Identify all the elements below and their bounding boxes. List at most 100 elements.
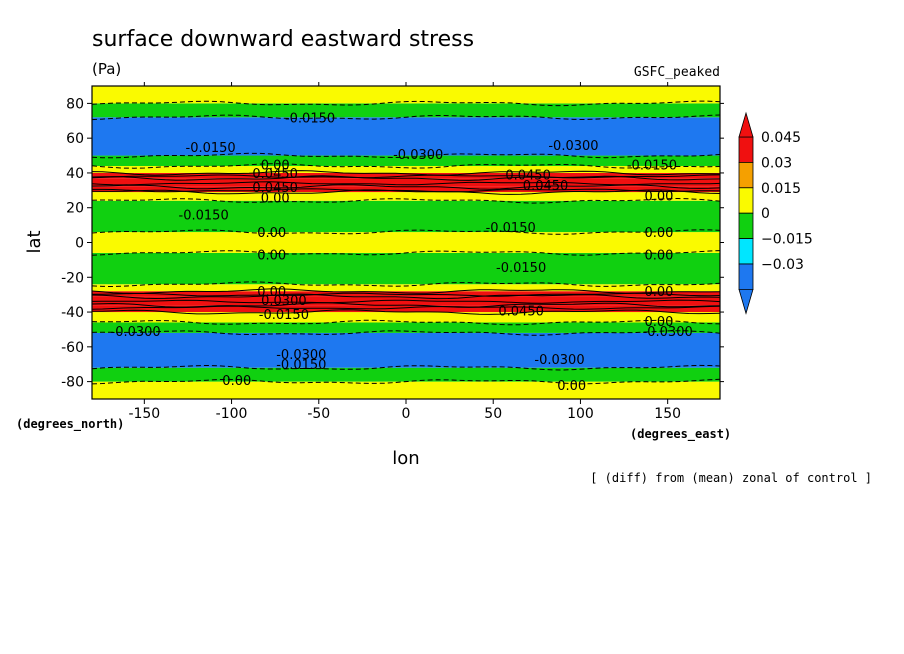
contour-line-8 [92, 281, 720, 288]
chart-title: surface downward eastward stress [92, 27, 474, 52]
jet-contour-4 [92, 181, 720, 186]
contour-label: -0.0150 [496, 261, 546, 276]
y-tick-label: -60 [61, 340, 84, 356]
contour-label: -0.0150 [186, 141, 236, 156]
contour-label: 0.00 [644, 315, 673, 330]
contour-label: 0.0450 [252, 167, 298, 182]
contour-band-5 [92, 305, 720, 313]
contour-label: 0.00 [644, 190, 673, 205]
contour-band-1 [92, 367, 720, 382]
contour-band-11 [92, 200, 720, 233]
plot-area [92, 86, 720, 399]
contour-label: -0.0300 [548, 139, 598, 154]
contour-band-0 [92, 381, 720, 399]
jet-contour-3 [92, 188, 720, 193]
contour-band-17 [92, 155, 720, 166]
contour-line-17 [92, 152, 720, 159]
contour-band-12 [92, 192, 720, 201]
y-tick-label: -20 [61, 270, 84, 286]
contour-line-3 [92, 319, 720, 326]
contour-label: 0.00 [261, 191, 290, 206]
colorbar-tick-label: 0.03 [761, 155, 792, 171]
contour-band-13 [92, 186, 720, 193]
contour-line-16 [92, 163, 720, 169]
colorbar-tick-label: 0.045 [761, 130, 801, 146]
colorbar-swatch-2 [738, 187, 754, 214]
y-tick-label: 40 [66, 166, 84, 182]
contour-band-7 [92, 291, 720, 297]
y-axis-label: lat [24, 230, 45, 253]
x-tick-label: -50 [307, 406, 330, 422]
x-axis-label: lon [392, 448, 419, 469]
contour-label: 0.00 [261, 158, 290, 173]
colorbar-swatch-1 [738, 161, 754, 189]
contour-band-3 [92, 322, 720, 333]
x-tick-label: 150 [654, 406, 681, 422]
contour-line-19 [92, 100, 720, 107]
y-tick-label: 80 [66, 96, 84, 112]
y-tick-label: 60 [66, 131, 84, 147]
contour-label: 0.0450 [252, 181, 298, 196]
contour-line-9 [92, 250, 720, 256]
contour-label: -0.0300 [534, 353, 584, 368]
contour-band-2 [92, 332, 720, 368]
contour-line-7 [92, 288, 720, 294]
colorbar-swatch-4 [738, 238, 754, 265]
contour-band-9 [92, 252, 720, 285]
contour-line-12 [92, 189, 720, 195]
contour-line-11 [92, 197, 720, 204]
contour-band-4 [92, 312, 720, 323]
chart-units: (Pa) [92, 60, 121, 78]
contour-line-6 [92, 293, 720, 300]
contour-line-18 [92, 114, 720, 121]
colorbar-tick-label: −0.03 [761, 257, 804, 273]
colorbar-swatch-3 [738, 212, 754, 239]
jet-contour-2 [92, 292, 720, 297]
colorbar: 0.045 0.03 0.015 0 −0.015 −0.03 [738, 111, 813, 315]
contour-band-14 [92, 178, 720, 187]
contour-band-10 [92, 232, 720, 253]
x-tick-label: -100 [216, 406, 248, 422]
contour-band-16 [92, 165, 720, 173]
contour-label: 0.00 [557, 379, 586, 394]
contour-label: 0.00 [644, 285, 673, 300]
contour-line-0 [92, 378, 720, 385]
contour-line-2 [92, 330, 720, 336]
colorbar-swatch-5 [738, 263, 754, 290]
contour-label: -0.0300 [276, 348, 326, 363]
colorbar-top-arrow [738, 111, 754, 138]
contour-label: 0.0450 [498, 304, 544, 319]
colorbar-tick-label: 0.015 [761, 181, 801, 197]
contour-label: 0.00 [257, 285, 286, 300]
contour-label: 0.00 [644, 226, 673, 241]
contour-label: 0.00 [644, 249, 673, 264]
colorbar-bottom-arrow [738, 288, 754, 315]
contour-band-18 [92, 117, 720, 156]
x-tick-label: 50 [484, 406, 502, 422]
y-axis-units: (degrees_north) [16, 417, 124, 432]
contour-line-10 [92, 229, 720, 235]
contour-line-4 [92, 309, 720, 315]
footnote: [ (diff) from (mean) zonal of control ] [590, 471, 872, 485]
y-tick-label: 20 [66, 201, 84, 217]
jet-contour-5 [92, 174, 720, 179]
colorbar-tick-label: 0 [761, 206, 770, 222]
y-tick-label: 0 [75, 236, 84, 252]
contour-band-8 [92, 284, 720, 292]
contour-band-19 [92, 103, 720, 118]
contour-label: 0.00 [257, 226, 286, 241]
contour-label: -0.0150 [179, 209, 229, 224]
x-tick-label: -150 [128, 406, 160, 422]
contour-label: -0.0150 [259, 308, 309, 323]
contour-line-1 [92, 364, 720, 371]
contour-label: -0.0150 [276, 358, 326, 373]
contour-label: 0.0300 [261, 294, 307, 309]
contour-label: -0.0150 [627, 158, 677, 173]
jet-contour-1 [92, 299, 720, 304]
colorbar-tick-label: −0.015 [761, 232, 813, 248]
contour-labels: -0.0150-0.0150 -0.0300-0.0300-0.01500.000… [111, 111, 693, 394]
jet-contour-0 [92, 305, 720, 310]
contour-label: -0.0300 [643, 325, 693, 340]
y-tick-label: -80 [61, 375, 84, 391]
